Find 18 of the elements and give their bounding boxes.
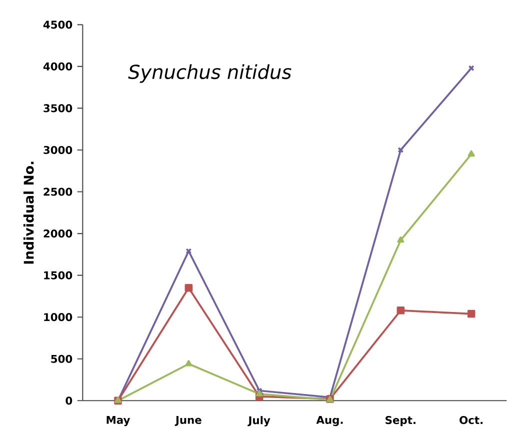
x-tick-label: Sept.	[386, 416, 416, 426]
y-tick-label: 2000	[44, 230, 72, 238]
text: Synuchus nitidus	[128, 64, 292, 83]
y-tick-label: 4500	[43, 20, 72, 29]
x-tick-label: June	[174, 416, 202, 426]
y-tick-label: 3000	[44, 146, 72, 154]
y-tick-label: 3500	[44, 104, 72, 112]
y-tick-label: 500	[51, 354, 72, 363]
y-axis-title: Individual No.	[23, 162, 34, 264]
x-tick-label: July	[248, 416, 270, 426]
y-tick-label: 1500	[44, 271, 72, 280]
y-tick-label: 2500	[44, 188, 72, 196]
y-tick-label: 4000	[43, 62, 72, 70]
x-tick-label: Aug.	[316, 416, 343, 426]
x-tick-label: May	[106, 416, 130, 426]
y-tick-label: 0	[66, 396, 72, 405]
y-tick-label: 1000	[44, 313, 72, 322]
x-tick-label: Oct.	[460, 416, 483, 424]
